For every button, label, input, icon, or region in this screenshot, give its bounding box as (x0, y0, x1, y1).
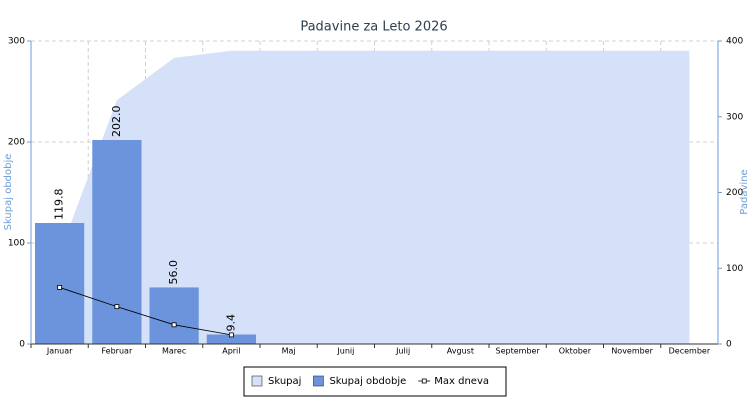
line-marker (171, 322, 177, 328)
legend-label: Max dneva (434, 376, 489, 387)
x-tick-label: Avgust (447, 347, 474, 356)
chart-title: Padavine za Leto 2026 (300, 20, 447, 35)
value-label: 9.4 (224, 314, 237, 332)
bar (92, 139, 142, 344)
x-tick-label: Marec (162, 347, 186, 356)
x-tick-label: Junij (336, 347, 354, 356)
x-tick-label: November (611, 347, 653, 356)
x-tick-label: April (222, 347, 240, 356)
y-axis-label: Skupaj obdobje (3, 154, 14, 231)
legend-label: Skupaj (268, 376, 301, 387)
x-tick-label: Oktober (559, 347, 592, 356)
legend-swatch (313, 375, 324, 387)
line-marker (114, 304, 120, 310)
area (59, 50, 690, 345)
line-marker (228, 332, 234, 338)
legend-box (243, 366, 507, 397)
value-label: 202.0 (110, 105, 123, 137)
x-tick-label: Januar (46, 347, 73, 356)
value-label: 56.0 (167, 260, 180, 285)
legend-swatch (251, 375, 263, 387)
y2-axis-label: Padavine (739, 169, 750, 214)
x-tick-label: Maj (282, 347, 296, 356)
x-tick-label: Julij (395, 347, 410, 356)
y-tick-label: 0 (19, 340, 25, 350)
x-tick-label: Februar (102, 347, 133, 356)
y2-tick-label: 300 (726, 112, 743, 122)
y-tick-label: 300 (8, 37, 25, 47)
bar (206, 334, 256, 344)
y-tick-label: 100 (8, 239, 25, 249)
y-tick-label: 200 (8, 138, 25, 148)
y2-tick-label: 200 (726, 188, 743, 198)
y2-tick-label: 100 (726, 264, 743, 274)
bar (35, 223, 85, 344)
line (59, 287, 232, 336)
x-tick-label: December (669, 347, 711, 356)
bar (149, 287, 199, 344)
y2-tick-label: 400 (726, 37, 743, 47)
legend-swatch-marker (421, 378, 427, 384)
legend-label: Skupaj obdobje (329, 376, 406, 387)
x-tick-label: September (496, 347, 541, 356)
y2-tick-label: 0 (726, 340, 732, 350)
value-label: 119.8 (53, 189, 66, 221)
line-marker (57, 285, 63, 290)
